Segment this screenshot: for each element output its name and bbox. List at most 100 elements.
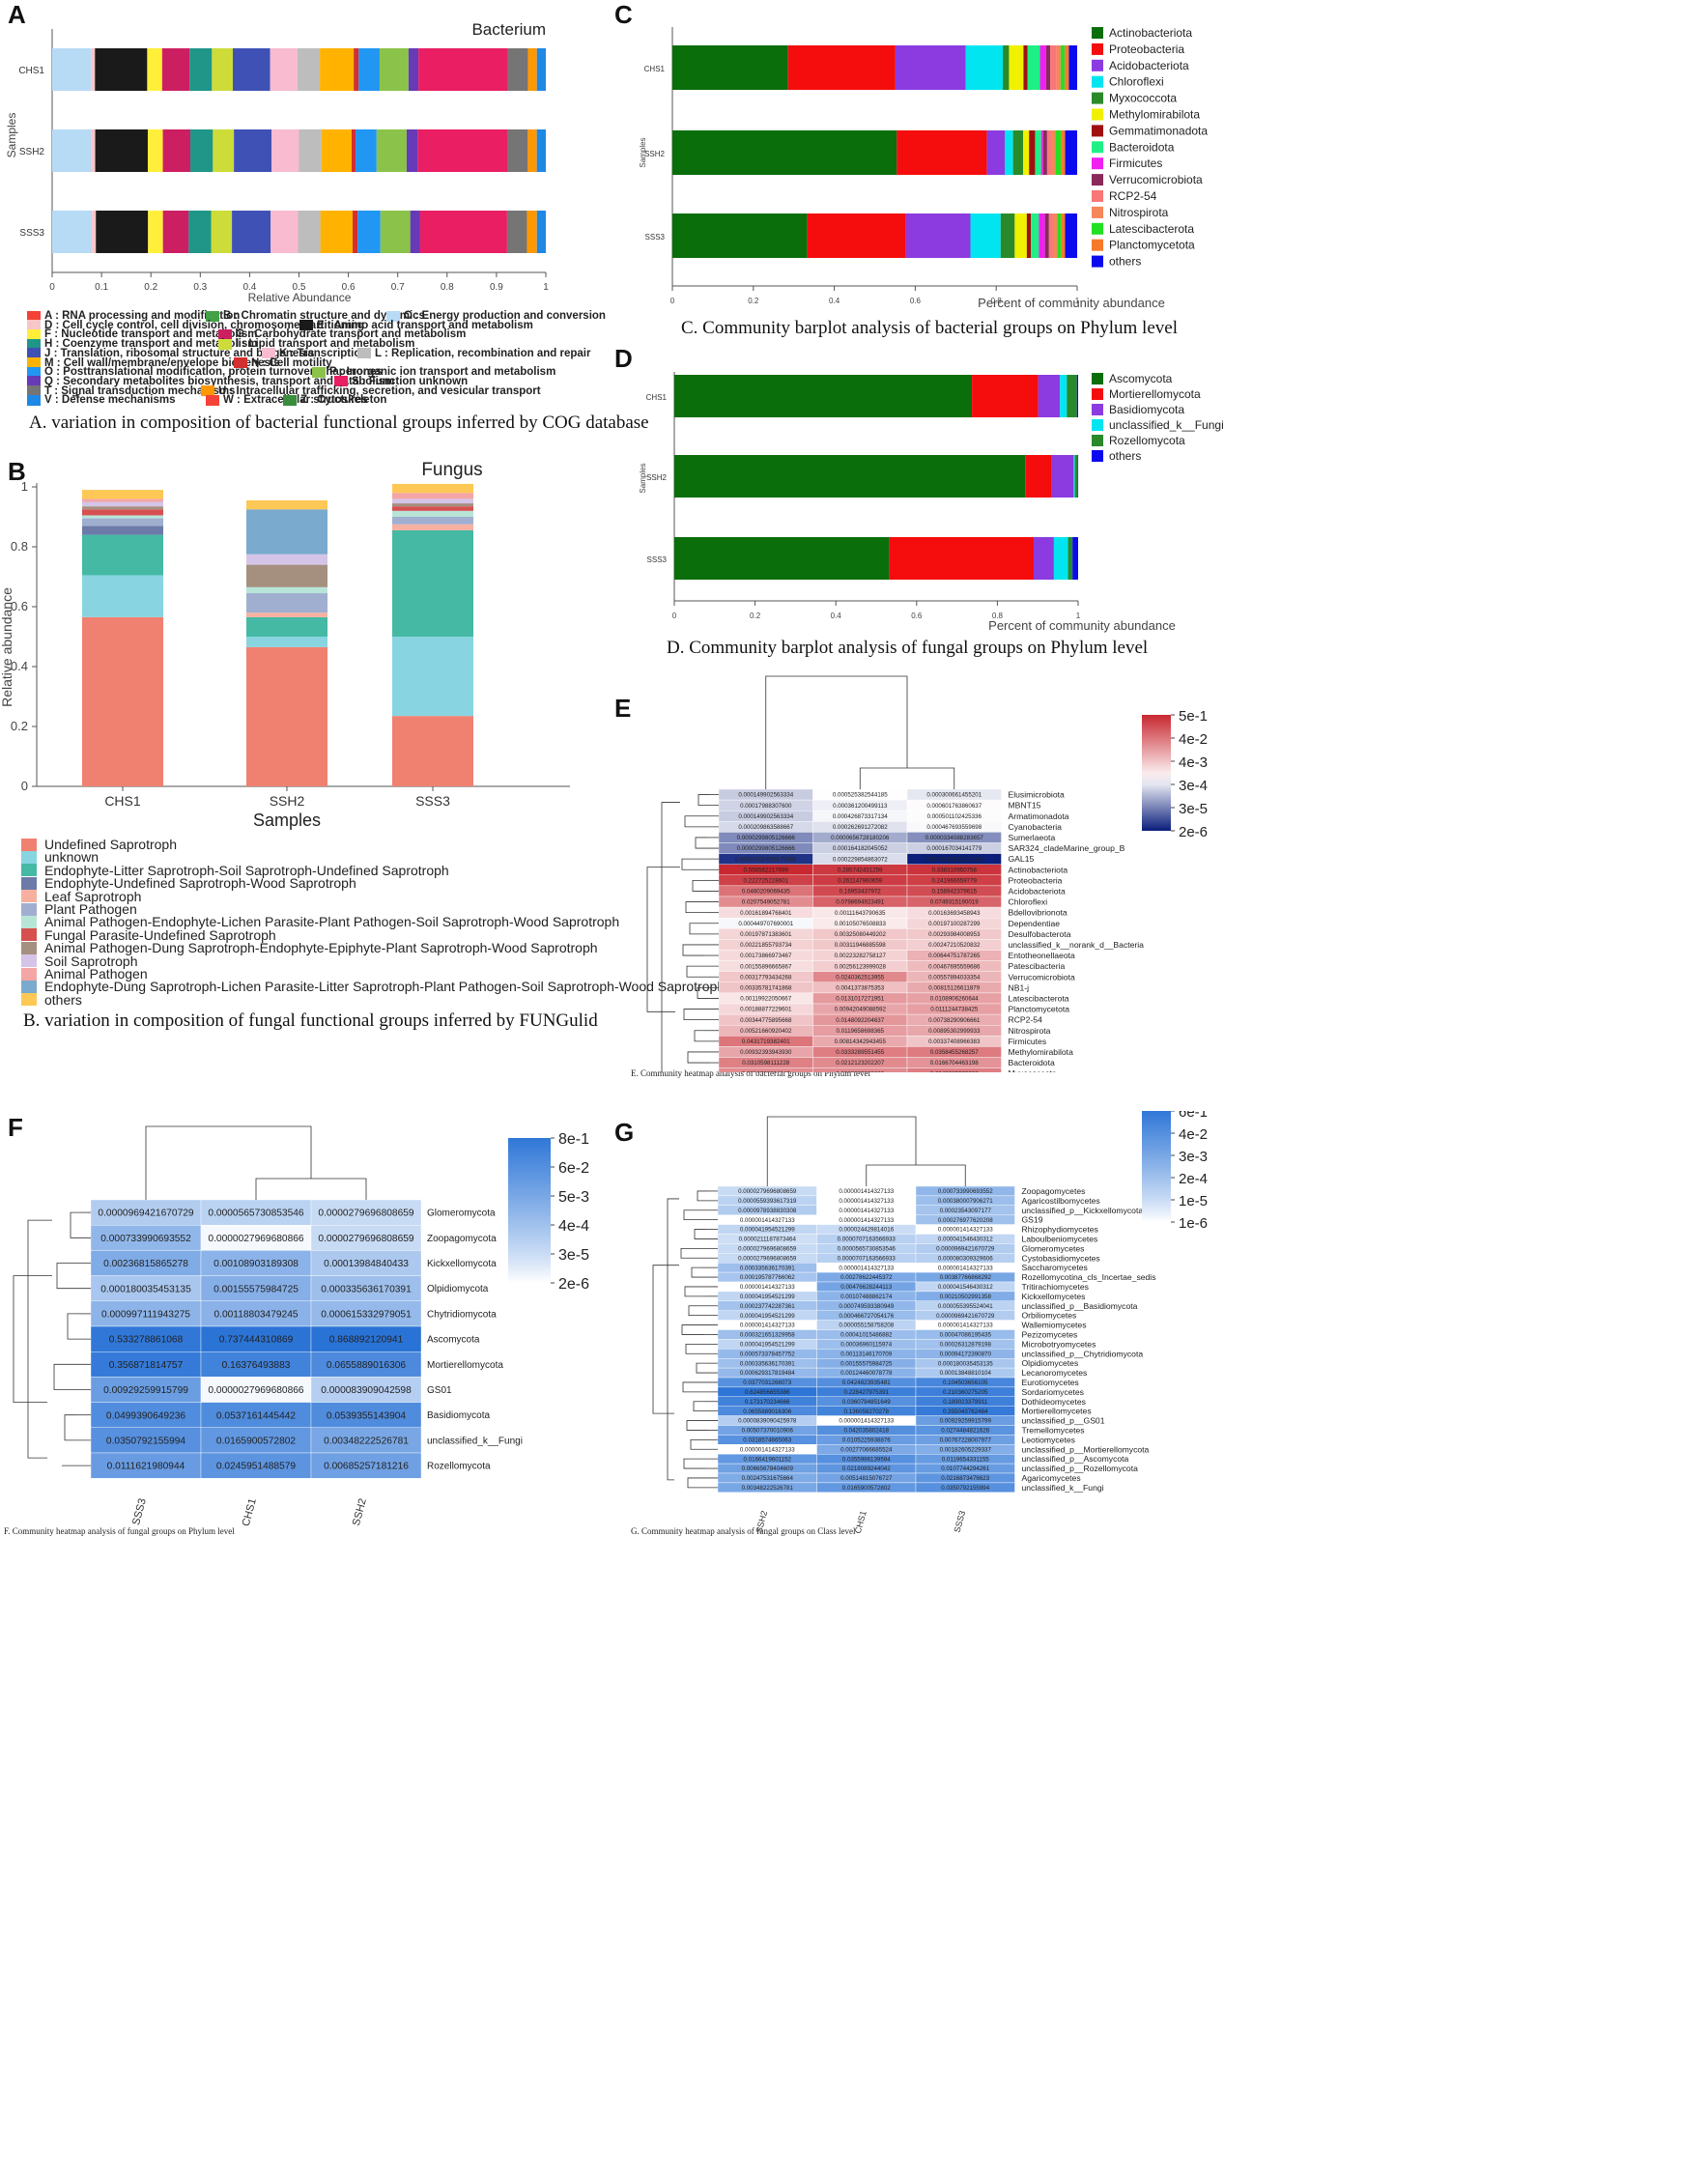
legend-item: D : Cell cycle control, cell division, c… [27,320,364,331]
heatmap-cell-value: 0.0333289551455 [836,1049,884,1056]
legend-swatch [1092,157,1103,170]
legend-swatch [334,376,348,387]
legend-swatch [234,357,247,368]
bar-segment [1026,213,1032,258]
x-tick-label: 0.8 [992,612,1004,620]
legend-swatch [283,394,297,406]
bar-segment [320,48,355,91]
heatmap-cell-value: 0.210360275205 [943,1389,988,1396]
heatmap-cell-value: 0.0166704463198 [930,1060,979,1067]
heatmap-row-label: Acidobacteriota [1009,886,1066,896]
heatmap-cell-value: 0.00017988307600 [740,803,792,810]
x-tick-label: 0.4 [242,282,256,293]
bar-segment [392,637,473,717]
heatmap-cell-value: 0.0798694923491 [836,899,884,906]
panel-label-e: E [614,694,632,723]
heatmap-cell-value: 0.0166419601152 [744,1456,792,1463]
heatmap-row-label: Firmicutes [1009,1037,1047,1046]
heatmap-row-label: Pezizomycetes [1022,1329,1078,1339]
heatmap-cell-value: 0.0000978938830308 [738,1208,797,1214]
heatmap-cell-value: 0.00094172390870 [940,1351,992,1357]
heatmap-cell-value: 0.000321651329958 [740,1332,795,1339]
heatmap-cell-value: 0.000149902563334 [738,813,793,820]
bar-segment [1039,45,1046,90]
legend-swatch [21,902,37,916]
heatmap-cell-value: 0.00311946885598 [835,942,886,949]
bar-segment [1073,455,1075,498]
caption-b: B. variation in composition of fungal fu… [23,1010,598,1031]
heatmap-cell-value: 0.00155896665867 [740,963,792,970]
bar-segment [392,493,473,499]
heatmap-row-label: Myxococcota [1009,1068,1057,1072]
heatmap-row-label: Lecanoromycetes [1022,1368,1088,1378]
category-label: SSH2 [270,793,305,809]
heatmap-cell [718,1067,813,1072]
heatmap-cell-value: 0.0148092204637 [836,1017,884,1024]
bar-segment [1065,130,1077,175]
heatmap-cell-value: 0.00041015486882 [840,1332,893,1339]
bar-segment [1057,213,1062,258]
heatmap-cell-value: 0.0107744294261 [941,1465,989,1472]
heatmap-cell-value: 0.00293984008953 [928,931,981,938]
x-tick-label: 0.8 [991,297,1003,305]
bar-segment [212,48,233,91]
heatmap-cell-value: 0.0111244738425 [930,1007,979,1013]
bar-segment [392,529,473,637]
dendrogram-branch [684,815,696,828]
colorbar-label: 6e-1 [1179,1111,1208,1121]
heatmap-cell-value: 0.0749315190019 [930,899,979,906]
dendrogram-branch [685,1343,697,1354]
heatmap-row-label: unclassified_p__Chytridiomycota [1022,1349,1144,1358]
legend-swatch [262,348,275,359]
heatmap-row-label: Actinobacteriota [1009,865,1068,874]
bar-segment [148,211,163,253]
heatmap-cell-value: 0.0105225938876 [842,1437,891,1444]
heatmap-row-label: Kickxellomycota [427,1259,497,1269]
dendrogram-branch [56,1263,68,1290]
heatmap-row-label: Chytridiomycota [427,1309,497,1320]
legend-label: Firmicutes [1109,156,1162,170]
heatmap-cell-value: 0.0000969421670729 [936,1246,995,1253]
legend-label: others [1109,449,1141,463]
bar-segment [410,211,420,253]
panel-label-c: C [614,0,633,29]
legend-label: L : Replication, recombination and repai… [375,347,591,359]
legend-label: Endophyte-Undefined Saprotroph-Wood Sapr… [44,875,356,892]
legend-item: L : Replication, recombination and repai… [357,348,590,359]
legend-label: B : Chromatin structure and dynamics [223,310,425,322]
heatmap-cell-value: 0.222725228601 [744,878,789,885]
legend-swatch [1092,373,1103,384]
dendrogram-branch [145,1125,312,1200]
legend-item: Animal Pathogen [21,966,148,981]
dendrogram-branch [688,1305,699,1317]
legend-swatch [312,366,326,378]
heatmap-cell-value: 0.00344775895668 [740,1017,792,1024]
heatmap-cell-value: 0.00932393943930 [740,1049,792,1056]
bar-segment [246,554,327,565]
x-tick-label: 1 [1076,612,1081,620]
legend-swatch [1092,125,1103,137]
heatmap-row-label: unclassified_p__GS01 [1022,1416,1105,1426]
bar-segment [52,129,92,172]
bar-segment [972,375,1039,417]
legend-swatch [1092,190,1103,202]
bar-segment [358,48,380,91]
heatmap-cell-value: 0.0342085922363 [930,1070,979,1072]
legend-label: Gemmatimonadota [1109,124,1208,137]
legend-swatch [27,385,41,397]
bar-segment [1035,130,1041,175]
legend-item: C : Energy production and conversion [386,310,606,322]
legend-swatch [21,967,37,981]
legend-label: Animal Pathogen-Endophyte-Lichen Parasit… [44,914,620,930]
heatmap-cell-value: 0.00113146170709 [840,1351,892,1357]
chart-a-legend: A : RNA processing and modification B : C… [27,310,606,407]
heatmap-cell-value: 0.00236815865278 [103,1259,188,1269]
heatmap-cell-value: 0.241966659779 [932,878,978,885]
legend-swatch [1092,255,1103,268]
heatmap-cell-value: 0.000573378457752 [740,1351,795,1357]
heatmap-column-label: CHS1 [853,1510,868,1535]
heatmap-cell-value: 0.00013984840433 [324,1259,409,1269]
heatmap-cell-value: 0.00107488862174 [840,1294,893,1300]
heatmap-cell-value: 0.0245951488579 [216,1462,296,1472]
bar-segment [1051,455,1074,498]
